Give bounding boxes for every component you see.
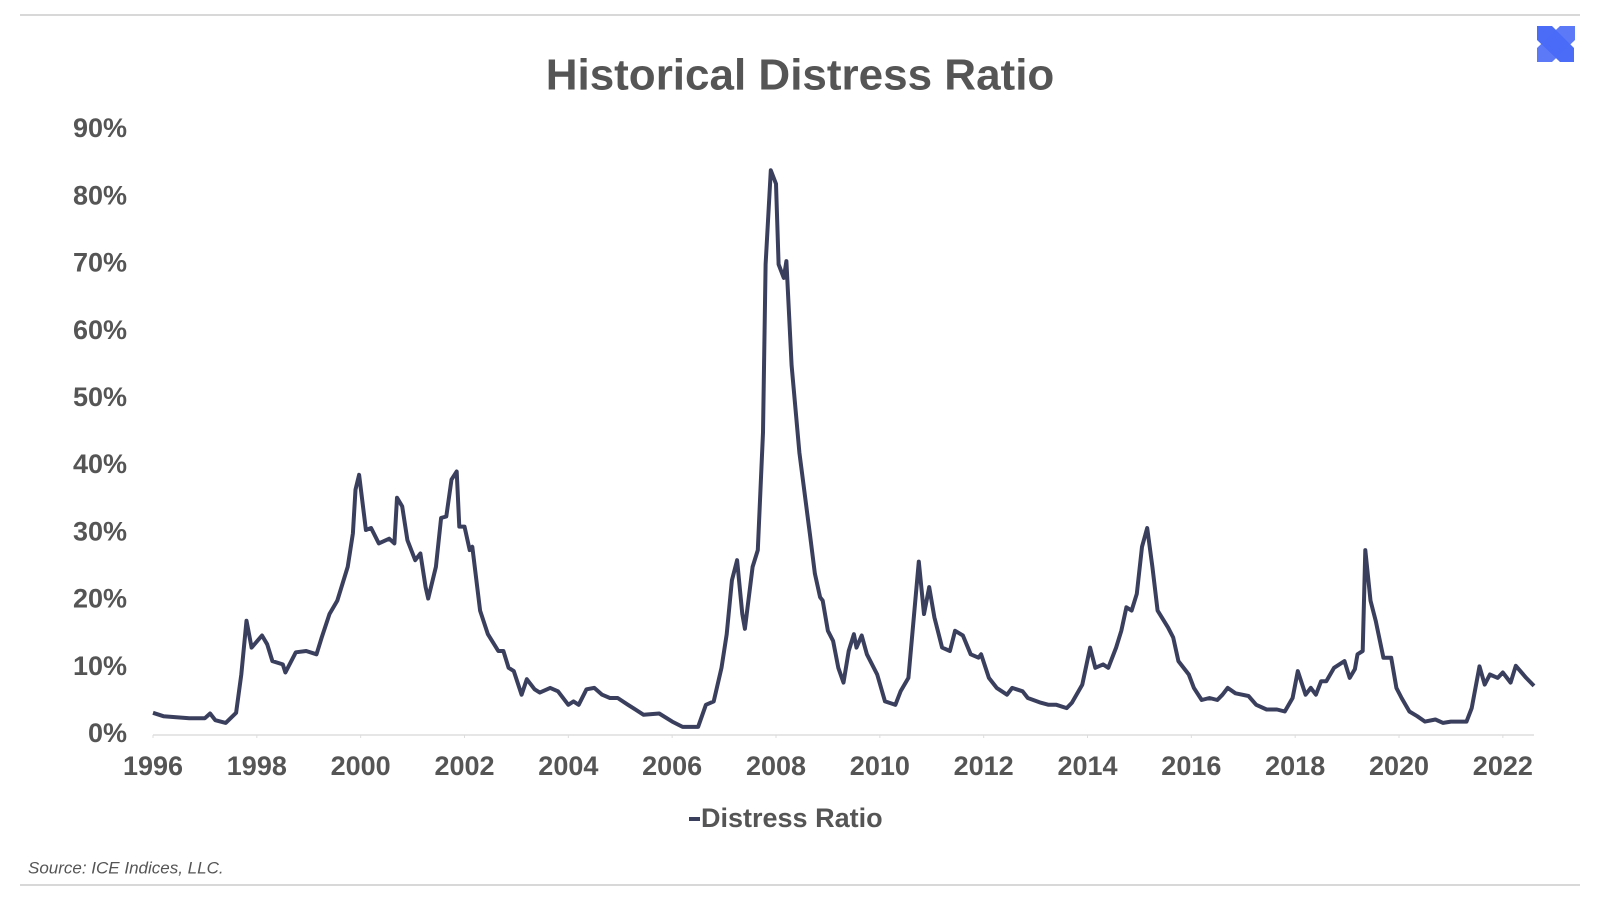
x-tick-label: 2020 <box>1369 751 1429 781</box>
y-tick-label: 50% <box>73 382 127 412</box>
y-tick-label: 70% <box>73 248 127 278</box>
x-tick-label: 2012 <box>954 751 1014 781</box>
x-tick-label: 1996 <box>123 751 183 781</box>
y-tick-label: 10% <box>73 651 127 681</box>
x-tick-label: 2010 <box>850 751 910 781</box>
legend-label: Distress Ratio <box>701 803 883 833</box>
y-tick-label: 80% <box>73 180 127 210</box>
source-note: Source: ICE Indices, LLC. <box>28 858 224 877</box>
y-tick-label: 30% <box>73 516 127 546</box>
y-tick-label: 40% <box>73 449 127 479</box>
y-tick-label: 0% <box>88 718 127 748</box>
logo <box>1537 26 1575 62</box>
x-tick-label: 2008 <box>746 751 806 781</box>
y-tick-label: 90% <box>73 113 127 143</box>
y-tick-label: 20% <box>73 584 127 614</box>
data-line <box>152 168 1536 729</box>
x-tick-label: 2002 <box>434 751 494 781</box>
x-tick-label: 2000 <box>331 751 391 781</box>
x-tick-label: 2006 <box>642 751 702 781</box>
chart-title: Historical Distress Ratio <box>546 51 1055 100</box>
x-tick-label: 1998 <box>227 751 287 781</box>
x-tick-label: 2014 <box>1057 751 1117 781</box>
x-tick-label: 2016 <box>1161 751 1221 781</box>
x-tick-label: 2004 <box>538 751 598 781</box>
x-tick-label: 2018 <box>1265 751 1325 781</box>
y-tick-label: 60% <box>73 315 127 345</box>
x-tick-label: 2022 <box>1473 751 1533 781</box>
